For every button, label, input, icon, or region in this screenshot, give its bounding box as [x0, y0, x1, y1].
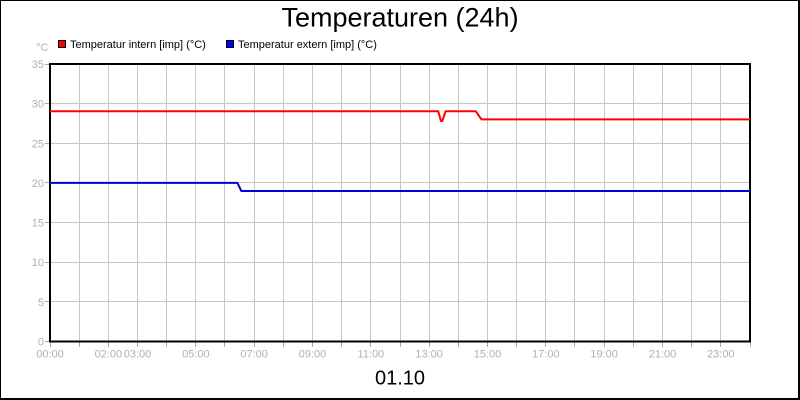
svg-text:19:00: 19:00	[590, 349, 618, 361]
svg-text:23:00: 23:00	[707, 349, 735, 361]
svg-text:0: 0	[38, 337, 44, 349]
svg-text:17:00: 17:00	[532, 349, 560, 361]
svg-text:11:00: 11:00	[357, 349, 384, 361]
svg-text:25: 25	[32, 138, 44, 150]
svg-text:5: 5	[38, 297, 44, 309]
svg-text:10: 10	[32, 257, 44, 269]
svg-text:09:00: 09:00	[299, 349, 327, 361]
svg-text:Temperatur extern [imp] (°C): Temperatur extern [imp] (°C)	[238, 39, 377, 51]
svg-text:15: 15	[32, 218, 44, 230]
svg-text:07:00: 07:00	[240, 349, 268, 361]
svg-text:°C: °C	[36, 42, 48, 54]
svg-text:01.10: 01.10	[375, 368, 425, 390]
svg-text:15:00: 15:00	[474, 349, 502, 361]
svg-text:21:00: 21:00	[649, 349, 677, 361]
svg-text:30: 30	[32, 99, 44, 111]
svg-text:13:00: 13:00	[415, 349, 443, 361]
svg-text:Temperaturen (24h): Temperaturen (24h)	[281, 3, 518, 33]
svg-text:03:00: 03:00	[124, 349, 152, 361]
svg-text:00:00: 00:00	[36, 349, 64, 361]
svg-text:05:00: 05:00	[182, 349, 210, 361]
svg-text:20: 20	[32, 178, 44, 190]
svg-text:02:00: 02:00	[95, 349, 123, 361]
svg-text:35: 35	[32, 59, 44, 71]
svg-text:Temperatur intern [imp] (°C): Temperatur intern [imp] (°C)	[70, 39, 206, 51]
